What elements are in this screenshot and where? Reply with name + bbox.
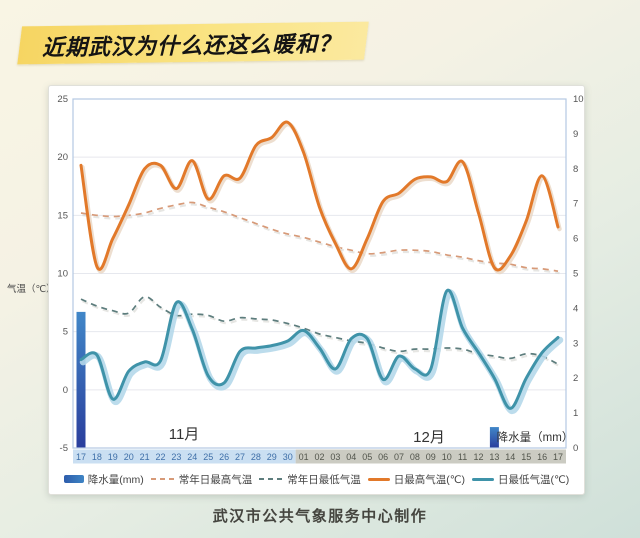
svg-text:01: 01 bbox=[299, 452, 309, 462]
month-label-november: 11月 bbox=[168, 426, 200, 443]
svg-text:22: 22 bbox=[155, 452, 165, 462]
svg-text:12: 12 bbox=[473, 452, 483, 462]
legend-label: 日最低气温(℃) bbox=[498, 473, 570, 486]
svg-text:25: 25 bbox=[203, 452, 213, 462]
svg-text:27: 27 bbox=[235, 452, 245, 462]
svg-text:06: 06 bbox=[378, 452, 388, 462]
svg-text:10: 10 bbox=[57, 269, 68, 280]
svg-text:03: 03 bbox=[330, 452, 340, 462]
svg-text:09: 09 bbox=[426, 452, 436, 462]
svg-text:0: 0 bbox=[63, 385, 68, 396]
legend: 降水量(mm) 常年日最高气温 常年日最低气温 日最高气温(℃) 日最低气温(℃) bbox=[49, 471, 584, 487]
svg-text:15: 15 bbox=[521, 452, 531, 462]
legend-item-4: 日最低气温(℃) bbox=[472, 472, 569, 487]
svg-text:25: 25 bbox=[57, 94, 68, 105]
svg-text:9: 9 bbox=[573, 129, 578, 140]
svg-text:26: 26 bbox=[219, 452, 229, 462]
legend-item-3: 日最高气温(℃) bbox=[367, 472, 465, 487]
svg-text:20: 20 bbox=[124, 452, 134, 462]
series-daily-max bbox=[79, 120, 562, 275]
svg-text:04: 04 bbox=[346, 452, 356, 462]
svg-text:14: 14 bbox=[505, 452, 515, 462]
svg-text:0: 0 bbox=[573, 443, 578, 454]
svg-text:7: 7 bbox=[573, 199, 578, 210]
bar-swatch-icon bbox=[63, 475, 84, 483]
svg-text:30: 30 bbox=[283, 452, 293, 462]
svg-text:2: 2 bbox=[573, 373, 578, 384]
svg-text:16: 16 bbox=[537, 452, 547, 462]
chart-panel: 25 20 15 10 5 0 -5 10 9 8 7 6 5 4 3 2 1 0 17 18 19 20 21 22 23 24… bbox=[48, 85, 585, 495]
svg-text:1: 1 bbox=[573, 408, 578, 419]
legend-label: 降水量(mm) bbox=[87, 473, 144, 486]
svg-text:24: 24 bbox=[187, 452, 197, 462]
solid-line-swatch-icon bbox=[367, 477, 390, 481]
svg-text:29: 29 bbox=[267, 452, 277, 462]
svg-text:07: 07 bbox=[394, 452, 404, 462]
svg-text:8: 8 bbox=[573, 164, 578, 175]
svg-text:6: 6 bbox=[573, 234, 578, 245]
solid-line-swatch-icon bbox=[472, 477, 494, 481]
svg-text:19: 19 bbox=[108, 452, 118, 462]
svg-text:3: 3 bbox=[573, 338, 578, 349]
date-axis-strip: 17 18 19 20 21 22 23 24 25 26 27 28 29 30 01 02 03 04 05 06… bbox=[73, 449, 566, 464]
dashed-line-swatch-icon bbox=[150, 478, 175, 480]
legend-item-0: 降水量(mm) bbox=[63, 472, 144, 487]
gridlines bbox=[73, 156, 566, 391]
svg-text:23: 23 bbox=[171, 452, 181, 462]
caption: 武汉市公共气象服务中心制作 bbox=[212, 508, 428, 525]
chart-svg: 25 20 15 10 5 0 -5 10 9 8 7 6 5 4 3 2 1 0 17 18 19 20 21 22 23 24… bbox=[49, 86, 584, 494]
svg-text:-5: -5 bbox=[60, 443, 68, 454]
precip-bars bbox=[76, 311, 499, 448]
series-normal-max bbox=[80, 201, 560, 275]
svg-text:5: 5 bbox=[63, 327, 68, 338]
dashed-line-swatch-icon bbox=[259, 478, 284, 480]
legend-label: 常年日最低气温 bbox=[287, 473, 361, 486]
svg-text:28: 28 bbox=[251, 452, 261, 462]
svg-text:17: 17 bbox=[76, 452, 86, 462]
svg-text:05: 05 bbox=[362, 452, 372, 462]
svg-text:10: 10 bbox=[573, 94, 584, 105]
temp-axis-label: 气温（℃） bbox=[7, 284, 56, 295]
left-axis-ticks: 25 20 15 10 5 0 -5 bbox=[57, 94, 68, 454]
month-label-december: 12月 bbox=[413, 429, 445, 446]
svg-text:18: 18 bbox=[92, 452, 102, 462]
series-daily-min bbox=[79, 288, 564, 415]
legend-item-1: 常年日最高气温 bbox=[150, 472, 253, 487]
svg-text:21: 21 bbox=[140, 452, 150, 462]
svg-text:15: 15 bbox=[57, 210, 68, 221]
svg-text:5: 5 bbox=[573, 269, 578, 280]
svg-text:17: 17 bbox=[553, 452, 563, 462]
legend-label: 常年日最高气温 bbox=[178, 473, 253, 486]
plot-border bbox=[72, 98, 567, 449]
svg-text:20: 20 bbox=[57, 152, 68, 163]
svg-text:4: 4 bbox=[573, 303, 578, 314]
precip-axis-label: 降水量（mm） bbox=[496, 432, 574, 444]
svg-text:02: 02 bbox=[314, 452, 324, 462]
svg-text:10: 10 bbox=[442, 452, 452, 462]
page-title: 近期武汉为什么还这么暖和？ bbox=[41, 31, 342, 62]
legend-item-2: 常年日最低气温 bbox=[259, 472, 361, 487]
svg-text:11: 11 bbox=[458, 452, 467, 462]
svg-text:13: 13 bbox=[489, 452, 499, 462]
legend-label: 日最高气温(℃) bbox=[393, 473, 465, 486]
svg-text:08: 08 bbox=[410, 452, 420, 462]
